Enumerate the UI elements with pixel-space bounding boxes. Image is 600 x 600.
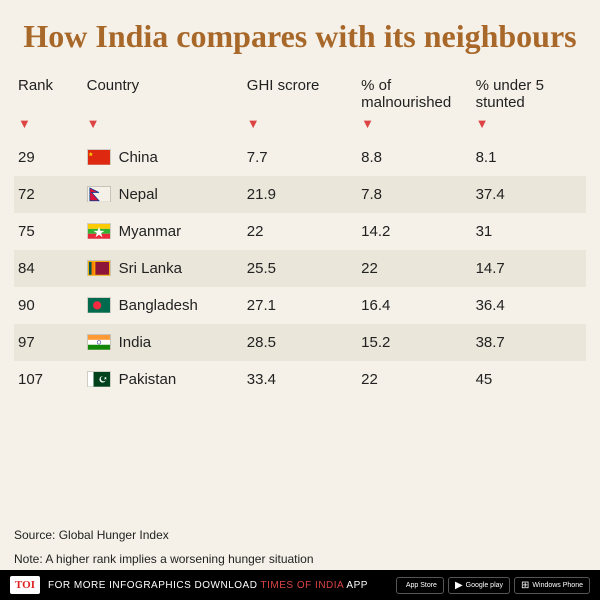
play-icon: ▶ [455,580,463,591]
table-row: 107 Pakistan 33.42245 [14,361,586,398]
cell-stunted: 8.1 [472,139,586,176]
cell-stunted: 31 [472,213,586,250]
google-play-badge[interactable]: ▶Google play [448,577,510,594]
footer-suffix: APP [346,580,368,591]
footer-highlight: TIMES OF INDIA [261,580,347,591]
cell-country: India [83,324,243,361]
flag-icon [87,371,111,387]
table-row: 72 Nepal 21.97.837.4 [14,176,586,213]
cell-ghi: 7.7 [243,139,357,176]
toi-logo: TOI [10,576,40,594]
footer-prefix: FOR MORE INFOGRAPHICS DOWNLOAD [48,580,261,591]
table-header: Rank Country GHI scrore % of malnourishe… [14,69,586,139]
cell-country: Pakistan [83,361,243,398]
col-header-stunted: % under 5 stunted [472,69,586,115]
cell-malnourished: 16.4 [357,287,471,324]
flag-icon [87,260,111,276]
cell-stunted: 37.4 [472,176,586,213]
cell-malnourished: 7.8 [357,176,471,213]
page-title: How India compares with its neighbours [0,0,600,69]
cell-rank: 90 [14,287,83,324]
cell-rank: 107 [14,361,83,398]
cell-stunted: 45 [472,361,586,398]
cell-stunted: 36.4 [472,287,586,324]
cell-ghi: 33.4 [243,361,357,398]
table-row: 29 China 7.78.88.1 [14,139,586,176]
col-header-rank: Rank [14,69,83,115]
flag-icon [87,223,111,239]
flag-icon [87,186,111,202]
table-row: 90 Bangladesh 27.116.436.4 [14,287,586,324]
country-name: Myanmar [119,223,182,240]
cell-malnourished: 8.8 [357,139,471,176]
windows-icon: ⊞ [521,580,529,591]
cell-ghi: 21.9 [243,176,357,213]
app-store-badge[interactable]: App Store [396,577,444,594]
table-wrap: Rank Country GHI scrore % of malnourishe… [0,69,600,522]
cell-malnourished: 22 [357,361,471,398]
cell-ghi: 27.1 [243,287,357,324]
country-name: China [119,149,158,166]
cell-country: Bangladesh [83,287,243,324]
sort-arrow-icon: ▼ [87,116,100,131]
table-body: 29 China 7.78.88.1 72 Nepal 21.97.837.4 75 Myan… [14,139,586,398]
col-header-ghi: GHI scrore [243,69,357,115]
note-line: Note: A higher rank implies a worsening … [0,546,600,570]
sort-arrow-icon: ▼ [247,116,260,131]
source-line: Source: Global Hunger Index [0,522,600,546]
sort-arrow-icon: ▼ [361,116,374,131]
cell-rank: 29 [14,139,83,176]
cell-country: Myanmar [83,213,243,250]
col-header-malnourished: % of malnourished [357,69,471,115]
cell-malnourished: 14.2 [357,213,471,250]
sort-arrow-icon: ▼ [18,116,31,131]
country-name: Bangladesh [119,297,198,314]
table-row: 75 Myanmar 2214.231 [14,213,586,250]
country-name: Pakistan [119,371,177,388]
cell-country: Nepal [83,176,243,213]
country-name: Sri Lanka [119,260,182,277]
country-name: India [119,334,152,351]
flag-icon [87,149,111,165]
table-row: 84 Sri Lanka 25.52214.7 [14,250,586,287]
infographic-container: How India compares with its neighbours R… [0,0,600,600]
cell-malnourished: 15.2 [357,324,471,361]
col-header-country: Country [83,69,243,115]
country-name: Nepal [119,186,158,203]
cell-rank: 75 [14,213,83,250]
cell-rank: 97 [14,324,83,361]
cell-rank: 72 [14,176,83,213]
cell-country: Sri Lanka [83,250,243,287]
cell-ghi: 28.5 [243,324,357,361]
sort-arrow-row: ▼ ▼ ▼ ▼ ▼ [14,115,586,139]
sort-arrow-icon: ▼ [476,116,489,131]
cell-malnourished: 22 [357,250,471,287]
table-row: 97 India 28.515.238.7 [14,324,586,361]
footer-text: FOR MORE INFOGRAPHICS DOWNLOAD TIMES OF … [48,580,368,591]
flag-icon [87,297,111,313]
cell-stunted: 14.7 [472,250,586,287]
windows-store-badge[interactable]: ⊞Windows Phone [514,577,590,594]
footer-bar: TOI FOR MORE INFOGRAPHICS DOWNLOAD TIMES… [0,570,600,600]
cell-ghi: 25.5 [243,250,357,287]
cell-ghi: 22 [243,213,357,250]
cell-stunted: 38.7 [472,324,586,361]
comparison-table: Rank Country GHI scrore % of malnourishe… [14,69,586,398]
cell-rank: 84 [14,250,83,287]
store-badges: App Store ▶Google play ⊞Windows Phone [396,577,590,594]
cell-country: China [83,139,243,176]
flag-icon [87,334,111,350]
